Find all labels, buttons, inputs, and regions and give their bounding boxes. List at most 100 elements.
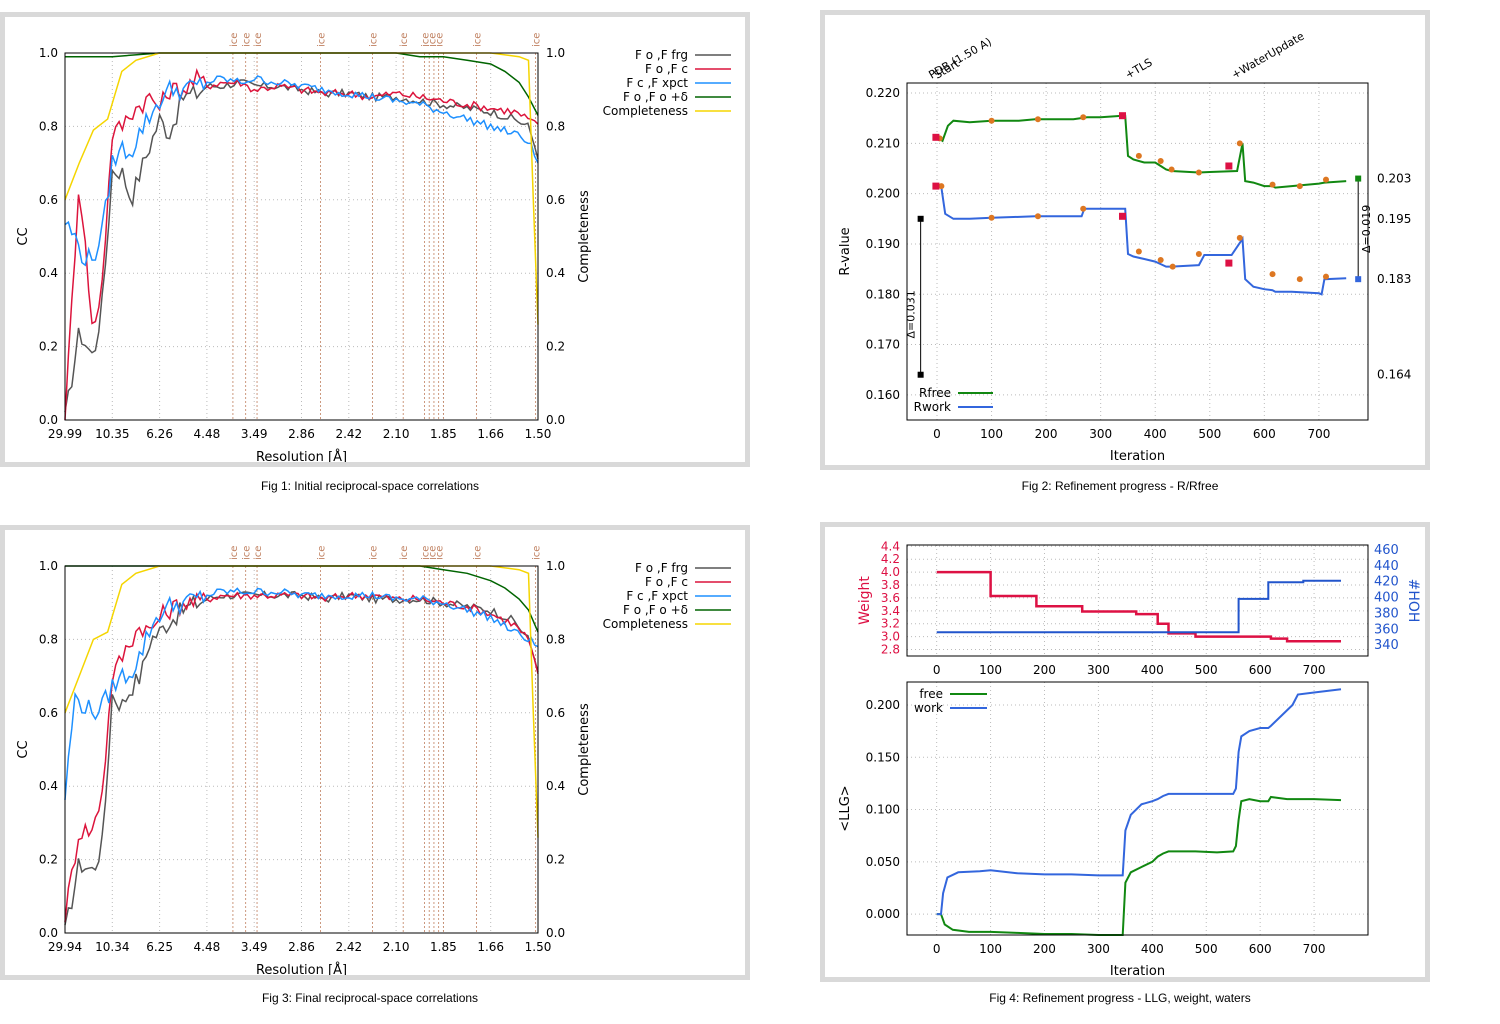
hoh-axis-label: #HOH xyxy=(1405,579,1421,623)
marker-square xyxy=(1225,162,1233,170)
hoh-tick-label: 340 xyxy=(1374,638,1399,653)
data-point xyxy=(1296,276,1303,283)
y-tick-label: 0.4 xyxy=(39,779,58,793)
x-tick-label: 2.86 xyxy=(288,940,315,954)
ice-label: ice xyxy=(399,33,410,47)
marker-square xyxy=(932,133,940,141)
y2-tick-label: 1.0 xyxy=(546,46,565,60)
ice-label: ice xyxy=(229,546,240,560)
ice-label: ice xyxy=(253,33,264,47)
plot-frame xyxy=(64,52,539,421)
weight-tick-label: 4.0 xyxy=(881,565,900,579)
legend-label-rfree: Rfree xyxy=(919,386,951,400)
series-line-work xyxy=(936,688,1342,916)
fig3-caption: Fig 3: Final reciprocal-space correlatio… xyxy=(261,991,479,1005)
y-axis-label: CC xyxy=(16,740,31,758)
y-tick-label: 0.200 xyxy=(866,698,900,712)
series-line-rwork xyxy=(936,185,1347,296)
fig4-chart: 0 100 200 300 400 500 600 700 2.83.03.23.43.63.8… xyxy=(838,539,1421,977)
ice-label: ice xyxy=(253,546,264,560)
x-tick-label: 3.49 xyxy=(241,427,268,441)
weight-tick-label: 4.4 xyxy=(881,539,900,553)
x-axis-label: Resolution [Å] xyxy=(256,449,347,462)
fig3-panel: 29.94 10.34 6.25 4.48 3.49 2.86 2.42 2.10 1.85 1.… xyxy=(0,525,750,980)
x-tick-label: 500 xyxy=(1195,942,1218,956)
ice-label: ice xyxy=(368,546,379,560)
y-tick-label: 1.0 xyxy=(39,46,58,60)
x-tick-label: 200 xyxy=(1035,427,1058,441)
x-tick-label: 1.85 xyxy=(430,427,457,441)
y2-tick-label: 1.0 xyxy=(546,559,565,573)
y2-tick-label: 0.2 xyxy=(546,853,565,867)
x-tick-label: 10.35 xyxy=(95,427,129,441)
x-tick-label: 100 xyxy=(979,942,1002,956)
x-tick-label: 1.66 xyxy=(477,940,504,954)
x-tick-label: 600 xyxy=(1249,942,1272,956)
x-tick-label: 2.10 xyxy=(383,940,410,954)
ice-label: ice xyxy=(316,33,327,47)
y-axis-label: R-value xyxy=(838,227,853,275)
weight-tick-label: 4.2 xyxy=(881,552,900,566)
x-tick-label: 1.66 xyxy=(477,427,504,441)
series-line-weight xyxy=(936,570,1341,643)
legend-label-fo_fc: F o ,F c xyxy=(645,62,688,76)
right-value-label: 0.164 xyxy=(1377,368,1411,382)
y-tick-label: 0.2 xyxy=(39,340,58,354)
legend-label-work: work xyxy=(914,701,943,715)
y-tick-label: 0.8 xyxy=(39,119,58,133)
series-line-fc_fxpct xyxy=(64,75,539,267)
y-tick-label: 0.8 xyxy=(39,632,58,646)
fig1-caption: Fig 1: Initial reciprocal-space correlat… xyxy=(260,479,480,493)
fig4-caption: Fig 4: Refinement progress - LLG, weight… xyxy=(989,991,1251,1005)
marker-square xyxy=(1118,112,1126,120)
data-point xyxy=(1157,257,1164,264)
y-tick-label: 0.0 xyxy=(39,926,58,940)
x-tick-label: 2.10 xyxy=(383,427,410,441)
weight-axis-label: Weight xyxy=(857,576,873,625)
hoh-tick-label: 400 xyxy=(1374,591,1399,606)
x-tick-label: 2.86 xyxy=(288,427,315,441)
y-tick-label: 0.100 xyxy=(866,803,900,817)
x-tick-label: 2.42 xyxy=(335,427,362,441)
legend-label-rwork: Rwork xyxy=(914,400,951,414)
ice-label: ice xyxy=(532,33,543,47)
x-tick-label: 10.34 xyxy=(95,940,129,954)
fig3-chart: 29.94 10.34 6.25 4.48 3.49 2.86 2.42 2.10 1.85 1.… xyxy=(16,546,731,975)
delta-label-right: Δ=0.019 xyxy=(1360,205,1373,253)
fig4-panel: 0 100 200 300 400 500 600 700 2.8 3.0 3.2 3.4 3.6 3.8… xyxy=(820,522,1430,982)
data-point xyxy=(1269,181,1276,188)
x-tick-label: 1.50 xyxy=(525,427,552,441)
hoh-tick-label: 380 xyxy=(1374,606,1399,621)
data-point xyxy=(1034,116,1041,123)
series-line-fc_fxpct xyxy=(64,587,539,801)
delta-bar-right-end xyxy=(1355,175,1362,182)
marker-square xyxy=(932,182,940,190)
y-tick-label: 0.2 xyxy=(39,853,58,867)
x-tick-label: 500 xyxy=(1198,427,1221,441)
y-axis-label: <LLG> xyxy=(838,785,853,831)
x-tick-label: 300 xyxy=(1089,427,1112,441)
x-tick-label: 29.94 xyxy=(48,940,82,954)
data-point xyxy=(1080,205,1087,212)
hoh-tick-label: 460 xyxy=(1374,543,1399,558)
fig1-chart: 29.99 10.35 6.26 4.48 3.49 2.86 2.42 2.10 1.85 1.… xyxy=(16,33,731,462)
legend-label-fo_ffrg: F o ,F frg xyxy=(635,48,688,62)
plot-frame-top xyxy=(906,544,1369,657)
x-tick-label: 400 xyxy=(1141,663,1164,677)
weight-tick-label: 3.0 xyxy=(881,630,900,644)
plot-frame-bottom xyxy=(906,681,1369,936)
x-tick-label: 600 xyxy=(1249,663,1272,677)
y-tick-label: 0.160 xyxy=(866,388,900,402)
data-point xyxy=(1135,152,1142,159)
x-tick-label: 4.48 xyxy=(194,427,221,441)
ice-label: ice xyxy=(242,546,253,560)
data-point xyxy=(1034,213,1041,220)
ice-label: ice xyxy=(428,546,439,560)
x-tick-label: 4.48 xyxy=(194,940,221,954)
ice-label: ice xyxy=(473,546,484,560)
legend-label-completeness: Completeness xyxy=(603,617,688,631)
right-value-label: 0.183 xyxy=(1377,272,1411,286)
delta-bar-right-end xyxy=(1355,276,1362,283)
y2-tick-label: 0.6 xyxy=(546,706,565,720)
y-tick-label: 0.050 xyxy=(866,855,900,869)
